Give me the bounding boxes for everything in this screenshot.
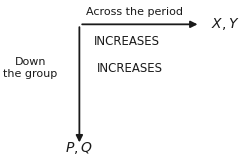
Text: Across the period: Across the period	[86, 7, 183, 17]
Text: Down
the group: Down the group	[3, 57, 57, 79]
Text: $P, Q$: $P, Q$	[66, 140, 93, 156]
Text: INCREASES: INCREASES	[94, 35, 160, 48]
Text: INCREASES: INCREASES	[97, 62, 163, 75]
Text: $X, Y$: $X, Y$	[211, 16, 240, 32]
